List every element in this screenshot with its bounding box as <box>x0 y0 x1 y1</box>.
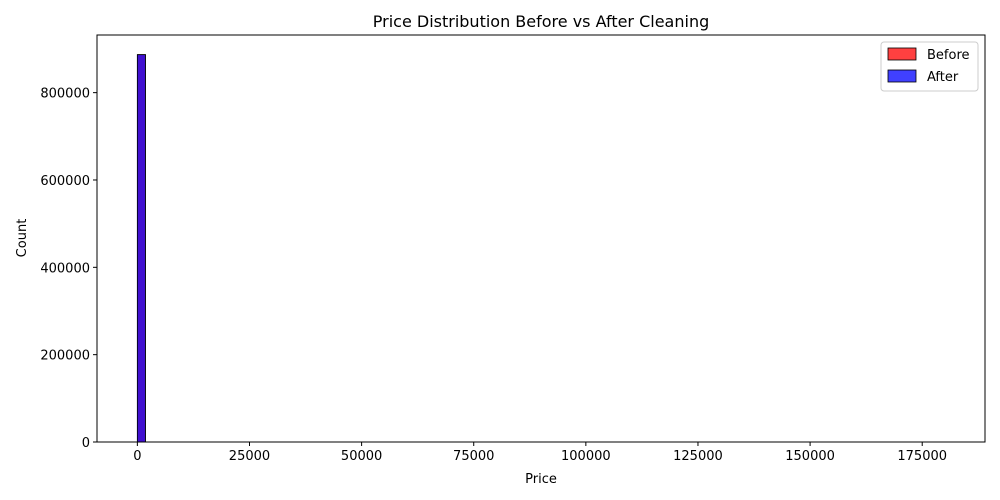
legend-swatch-after <box>887 69 917 83</box>
histogram-bars <box>136 54 146 443</box>
chart-title: Price Distribution Before vs After Clean… <box>373 12 710 31</box>
x-tick-label: 100000 <box>561 449 611 464</box>
x-tick-label: 150000 <box>785 449 835 464</box>
legend-swatch-before <box>887 47 917 61</box>
x-tick-label: 50000 <box>341 449 382 464</box>
plot-frame <box>96 34 986 443</box>
y-tick-label: 0 <box>82 436 90 451</box>
x-axis-ticks: 0 25000 50000 75000 100000 125000 150000 175000 <box>133 442 947 464</box>
x-tick-label: 0 <box>133 449 141 464</box>
x-axis-label: Price <box>525 472 557 487</box>
y-axis-label: Count <box>15 219 30 258</box>
y-tick-label: 200000 <box>40 349 90 364</box>
legend-label-after: After <box>927 70 959 85</box>
y-tick-label: 400000 <box>40 261 90 276</box>
legend-label-before: Before <box>927 48 970 63</box>
x-tick-label: 125000 <box>673 449 723 464</box>
x-tick-label: 175000 <box>897 449 947 464</box>
y-tick-label: 800000 <box>40 87 90 102</box>
y-tick-label: 600000 <box>40 174 90 189</box>
y-axis-ticks: 0 200000 400000 600000 800000 <box>40 87 97 451</box>
x-tick-label: 25000 <box>229 449 270 464</box>
legend: Before After <box>880 41 979 92</box>
histogram-bar-after-0 <box>136 54 146 443</box>
x-tick-label: 75000 <box>453 449 494 464</box>
